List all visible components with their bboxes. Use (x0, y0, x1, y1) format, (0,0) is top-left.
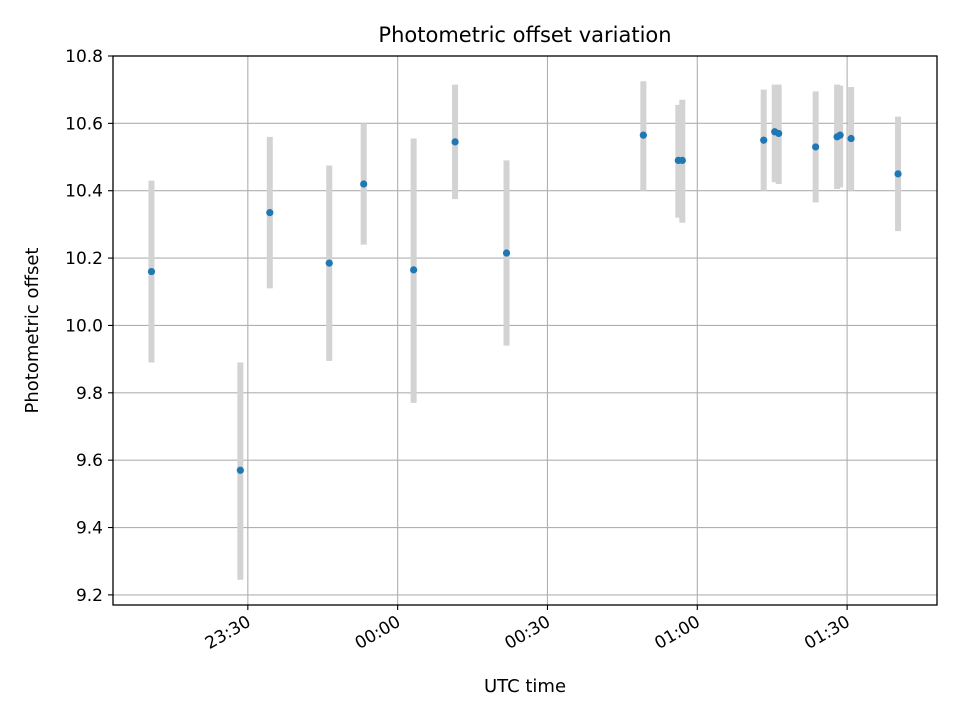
y-axis: 9.2 9.4 9.6 9.8 10.0 10.2 10.4 10.6 10.8 (65, 47, 113, 606)
plot-frame (112, 55, 938, 606)
x-tick-label: 01:00 (651, 612, 703, 654)
y-tick-label: 10.8 (65, 47, 103, 67)
data-point (410, 266, 418, 274)
data-point (812, 143, 820, 151)
data-points (147, 128, 902, 474)
y-tick-label: 9.8 (76, 384, 103, 404)
error-bars (148, 81, 902, 580)
data-point (847, 134, 855, 143)
data-point (836, 131, 844, 139)
x-tick-label: 00:00 (352, 612, 404, 654)
data-point (451, 138, 459, 146)
data-point (894, 170, 902, 178)
data-point (266, 209, 274, 217)
data-point (325, 259, 333, 267)
data-point (678, 156, 686, 165)
y-tick-label: 10.6 (65, 114, 103, 134)
y-tick-label: 9.6 (76, 451, 103, 471)
x-axis: 23:30 00:00 00:30 01:00 01:30 (202, 605, 854, 654)
data-point (236, 466, 244, 474)
grid (113, 55, 937, 605)
y-tick-label: 10.0 (65, 316, 103, 336)
y-tick-label: 10.4 (65, 182, 103, 202)
x-tick-label: 00:30 (502, 612, 554, 654)
data-point (360, 180, 368, 188)
y-tick-label: 10.2 (65, 249, 103, 269)
x-tick-label: 23:30 (202, 612, 254, 654)
chart-title: Photometric offset variation (378, 23, 671, 47)
data-point (639, 131, 647, 139)
x-tick-label: 01:30 (801, 612, 853, 654)
x-axis-title: UTC time (484, 676, 566, 697)
data-point (502, 249, 511, 257)
y-tick-label: 9.2 (76, 586, 103, 606)
data-point (760, 136, 768, 144)
data-point (775, 129, 783, 138)
data-point (147, 267, 156, 276)
y-axis-title: Photometric offset (22, 248, 43, 414)
y-tick-label: 9.4 (76, 519, 103, 539)
